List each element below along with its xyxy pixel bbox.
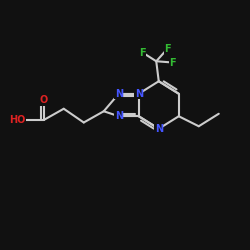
Text: N: N bbox=[155, 124, 163, 134]
Text: HO: HO bbox=[8, 115, 25, 125]
Text: F: F bbox=[139, 48, 146, 58]
Text: F: F bbox=[164, 44, 171, 54]
Text: O: O bbox=[40, 95, 48, 105]
Text: N: N bbox=[115, 111, 123, 121]
Text: F: F bbox=[169, 58, 176, 68]
Text: N: N bbox=[115, 89, 123, 99]
Text: N: N bbox=[135, 89, 143, 99]
